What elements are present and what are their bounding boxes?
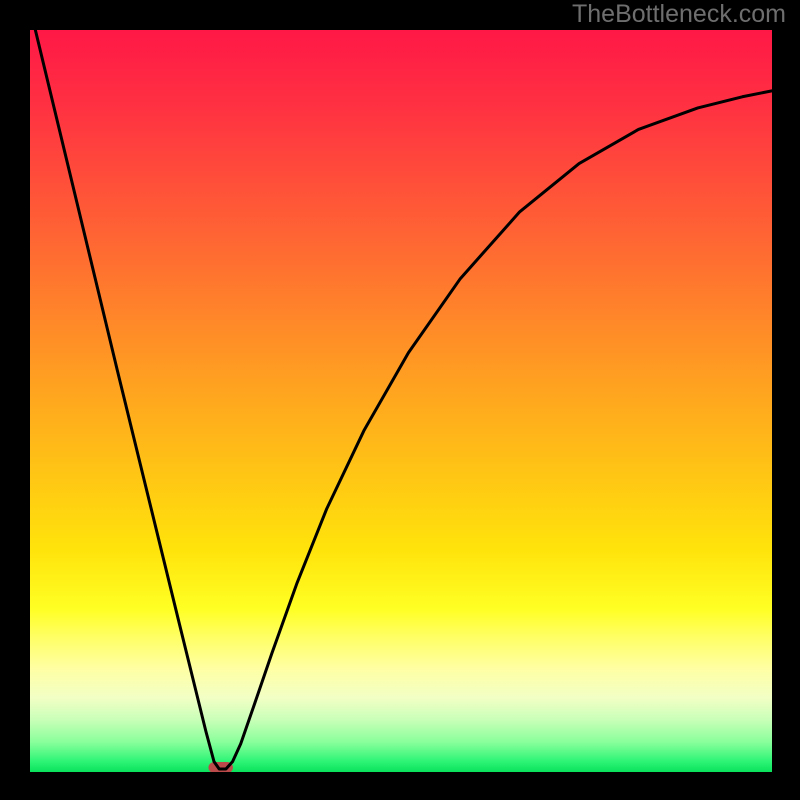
source-watermark: TheBottleneck.com <box>572 0 786 29</box>
curve-layer <box>0 0 800 800</box>
bottleneck-curve <box>30 8 772 769</box>
chart-container: TheBottleneck.com <box>0 0 800 800</box>
